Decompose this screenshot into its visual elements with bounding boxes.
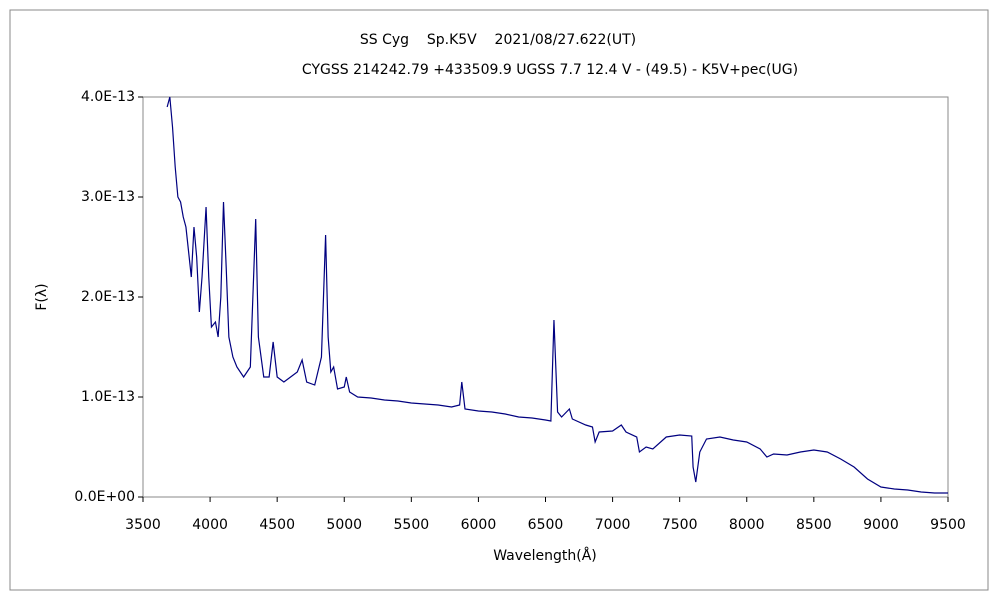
- x-tick-label: 7000: [595, 517, 631, 533]
- spectrum-line: [166, 96, 948, 494]
- chart-subtitle: CYGSS 214242.79 +433509.9 UGSS 7.7 12.4 …: [302, 62, 798, 78]
- x-tick-label: 4000: [192, 517, 228, 533]
- plot-area: [142, 96, 949, 498]
- x-tick-label: 5000: [326, 517, 362, 533]
- y-tick-label: 4.0E-13: [81, 89, 135, 105]
- x-tick-label: 5500: [394, 517, 430, 533]
- x-tick-label: 3500: [125, 517, 161, 533]
- y-axis-label: F(λ): [34, 283, 50, 310]
- y-tick-label: 0.0E+00: [74, 489, 135, 505]
- x-tick-label: 9000: [863, 517, 899, 533]
- x-tick-label: 6500: [528, 517, 564, 533]
- x-tick-label: 8000: [729, 517, 765, 533]
- y-tick-label: 2.0E-13: [81, 289, 135, 305]
- x-tick-label: 8500: [796, 517, 832, 533]
- x-tick-label: 4500: [259, 517, 295, 533]
- x-axis-label: Wavelength(Å): [493, 547, 597, 564]
- x-tick-label: 6000: [461, 517, 497, 533]
- y-tick-label: 1.0E-13: [81, 389, 135, 405]
- x-tick-label: 7500: [662, 517, 698, 533]
- chart-title: SS Cyg Sp.K5V 2021/08/27.622(UT): [360, 32, 636, 48]
- y-tick-label: 3.0E-13: [81, 189, 135, 205]
- x-tick-label: 9500: [930, 517, 966, 533]
